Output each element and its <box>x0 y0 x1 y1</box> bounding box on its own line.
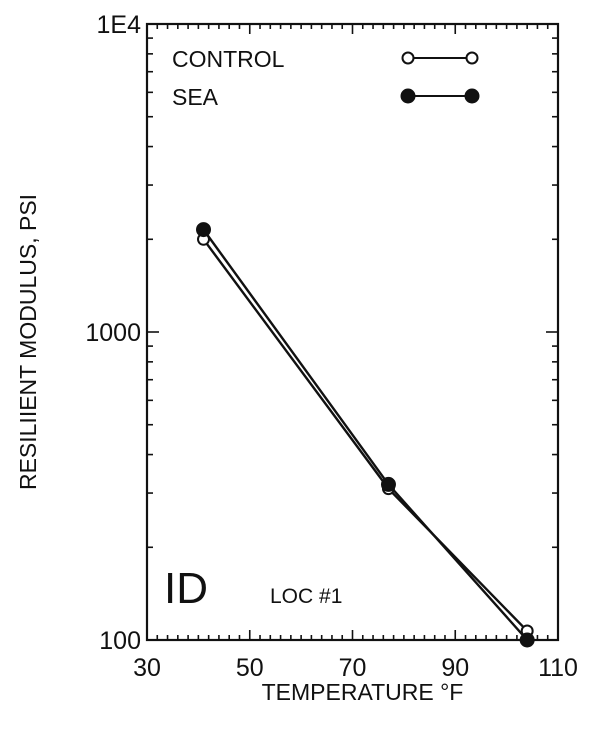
x-tick-label: 90 <box>441 654 469 682</box>
data-point-sea <box>519 632 535 648</box>
x-tick-label: 30 <box>133 654 161 682</box>
annotation-location: LOC #1 <box>270 585 342 608</box>
legend-marker-control <box>401 51 415 65</box>
x-tick-label: 50 <box>236 654 264 682</box>
y-tick-label: 1E4 <box>97 11 142 39</box>
y-tick-label: 1000 <box>85 319 141 347</box>
data-point-sea <box>380 476 396 492</box>
legend-label-control: CONTROL <box>172 46 285 72</box>
y-tick-label: 100 <box>99 627 141 655</box>
data-point-sea <box>196 222 212 238</box>
legend-marker-sea <box>464 88 480 104</box>
legend-marker-control <box>465 51 479 65</box>
series-line-sea <box>202 228 529 641</box>
x-tick-label: 70 <box>339 654 367 682</box>
x-tick-label: 110 <box>538 654 578 682</box>
annotation-id: ID <box>164 564 208 613</box>
y-axis-label: RESILIIENT MODULUS, PSI <box>15 194 41 490</box>
x-axis-label: TEMPERATURE °F <box>262 679 464 705</box>
plot-frame <box>145 22 560 642</box>
legend-marker-sea <box>400 88 416 104</box>
legend-label-sea: SEA <box>172 84 219 110</box>
